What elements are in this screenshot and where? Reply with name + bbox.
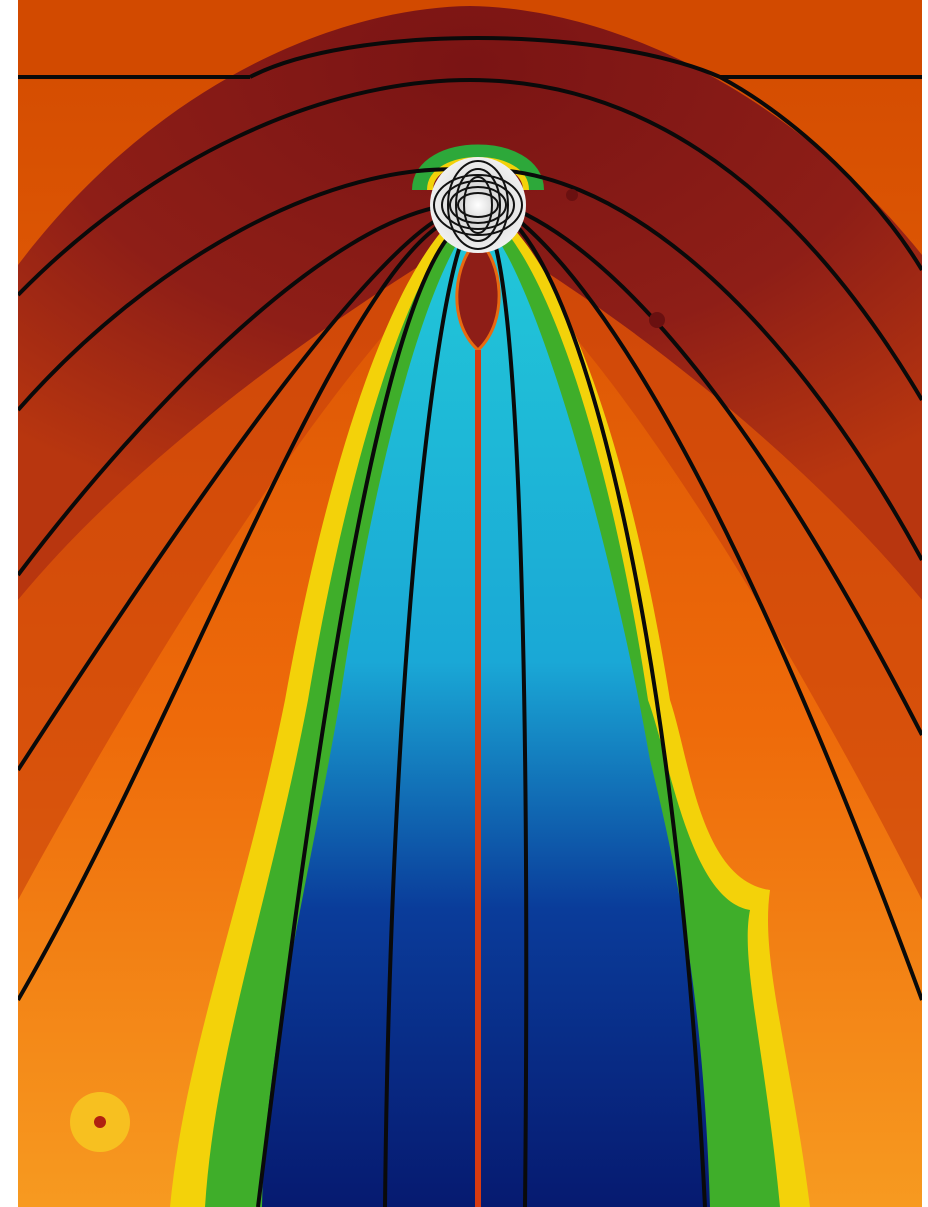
transition-zone — [18, 230, 922, 900]
central-sheet — [475, 350, 481, 1207]
star-core — [430, 157, 526, 253]
shocked-shell — [18, 6, 922, 600]
field-lines — [18, 36, 922, 1207]
core-rings — [433, 160, 523, 250]
vortex — [649, 312, 665, 328]
inner-flow — [262, 215, 710, 1207]
field — [18, 0, 922, 1207]
vortex — [566, 189, 578, 201]
vortex-center — [94, 1116, 106, 1128]
